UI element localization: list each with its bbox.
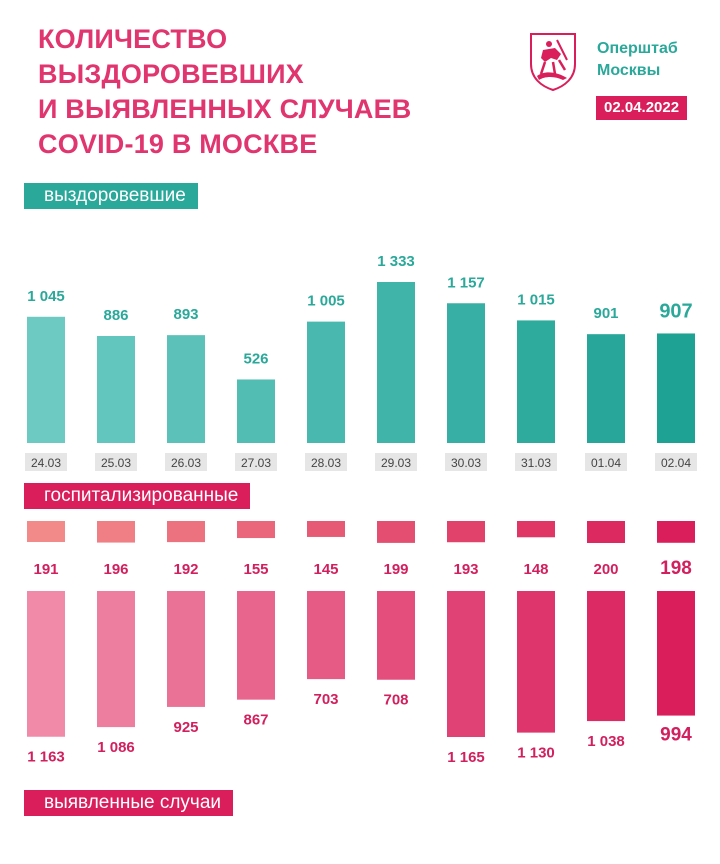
recovered-label: выздоровевшие: [24, 183, 198, 209]
date-badge: 02.04.2022: [596, 96, 688, 120]
title-line: КОЛИЧЕСТВО ВЫЗДОРОВЕВШИХ: [38, 24, 304, 89]
brand-line: Москвы: [597, 62, 661, 79]
detected-bar: [97, 591, 135, 728]
recovered-bar: [237, 379, 275, 443]
detected-bar: [587, 591, 625, 722]
date-tick-bg: [655, 453, 697, 471]
date-tick-label: 25.03: [101, 456, 131, 470]
hospitalized-value-label: 148: [523, 561, 548, 578]
recovered-bar: [97, 335, 135, 443]
recovered-value-label: 901: [593, 305, 618, 322]
date-tick-bg: [95, 453, 137, 471]
hospitalized-bar: [97, 521, 135, 543]
title-line: COVID-19 В МОСКВЕ: [38, 129, 318, 159]
hospitalized-value-label: 155: [243, 561, 268, 578]
hospitalized-bar: [657, 521, 695, 543]
hospitalized-bar: [167, 521, 205, 543]
hospitalized-value-label: 192: [173, 561, 198, 578]
recovered-value-label: 526: [243, 350, 268, 367]
date-tick-label: 26.03: [171, 456, 201, 470]
hospitalized-value-label: 198: [660, 558, 692, 579]
date-tick-bg: [445, 453, 487, 471]
recovered-value-label: 1 157: [447, 274, 485, 291]
recovered-value-label: 886: [103, 307, 128, 324]
date-tick-label: 31.03: [521, 456, 551, 470]
hospitalized-bar: [587, 521, 625, 543]
detected-bar: [447, 591, 485, 737]
detected-value-label: 867: [243, 712, 268, 729]
date-tick-bg: [235, 453, 277, 471]
recovered-value-label: 1 005: [307, 293, 345, 310]
recovered-bar: [517, 320, 555, 443]
brand-name: Оперштаб Москвы: [597, 38, 707, 82]
date-tick-label: 02.04: [661, 456, 691, 470]
title-line: И ВЫЯВЛЕННЫХ СЛУЧАЕВ: [38, 94, 412, 124]
recovered-value-label: 907: [659, 300, 692, 322]
recovered-value-label: 893: [173, 306, 198, 323]
hospitalized-bar: [447, 521, 485, 543]
detected-bar: [377, 591, 415, 680]
detected-value-label: 1 038: [587, 733, 625, 750]
moscow-coat-of-arms-icon: [527, 30, 579, 92]
date-tick-label: 27.03: [241, 456, 271, 470]
date-tick-label: 28.03: [311, 456, 341, 470]
hospitalized-bar: [27, 521, 65, 543]
hospitalized-value-label: 145: [313, 561, 338, 578]
page-title: КОЛИЧЕСТВО ВЫЗДОРОВЕВШИХ И ВЫЯВЛЕННЫХ СЛ…: [38, 22, 468, 162]
detected-value-label: 1 130: [517, 745, 555, 762]
detected-value-label: 703: [313, 691, 338, 708]
detected-bar: [517, 591, 555, 733]
recovered-value-label: 1 333: [377, 253, 415, 270]
date-tick-label: 30.03: [451, 456, 481, 470]
hospitalized-bar: [307, 521, 345, 537]
detected-bar: [237, 591, 275, 700]
hospitalized-bar: [237, 521, 275, 539]
date-tick-bg: [165, 453, 207, 471]
date-tick-bg: [305, 453, 347, 471]
date-tick-bg: [585, 453, 627, 471]
recovered-bar: [307, 321, 345, 443]
detected-value-label: 1 163: [27, 749, 65, 766]
detected-bar: [27, 591, 65, 737]
date-tick-bg: [515, 453, 557, 471]
recovered-bar: [657, 333, 695, 443]
hospitalized-value-label: 199: [383, 561, 408, 578]
hospitalized-value-label: 200: [593, 561, 618, 578]
recovered-bar: [587, 334, 625, 443]
brand-line: Оперштаб: [597, 40, 678, 57]
detected-label: выявленные случаи: [24, 790, 234, 816]
hospitalized-bar: [517, 521, 555, 538]
recovered-bar: [167, 335, 205, 443]
detected-bar: [167, 591, 205, 707]
date-tick-bg: [25, 453, 67, 471]
recovered-value-label: 1 015: [517, 291, 555, 308]
detected-value-label: 1 086: [97, 739, 135, 756]
recovered-bar: [447, 303, 485, 443]
recovered-bar: [377, 282, 415, 443]
date-tick-bg: [375, 453, 417, 471]
detected-bar: [307, 591, 345, 680]
hospitalized-value-label: 196: [103, 561, 128, 578]
hospitalized-value-label: 191: [33, 561, 58, 578]
detected-value-label: 925: [173, 719, 198, 736]
date-tick-label: 01.04: [591, 456, 621, 470]
detected-bar: [657, 591, 695, 716]
detected-value-label: 708: [383, 692, 408, 709]
hospitalized-bar: [377, 521, 415, 543]
hospitalized-label: госпитализированные: [24, 483, 251, 509]
detected-value-label: 1 165: [447, 749, 485, 766]
detected-value-label: 994: [660, 725, 692, 746]
date-tick-label: 24.03: [31, 456, 61, 470]
date-tick-label: 29.03: [381, 456, 411, 470]
recovered-value-label: 1 045: [27, 288, 65, 305]
recovered-bar: [27, 316, 65, 443]
hospitalized-value-label: 193: [453, 561, 478, 578]
